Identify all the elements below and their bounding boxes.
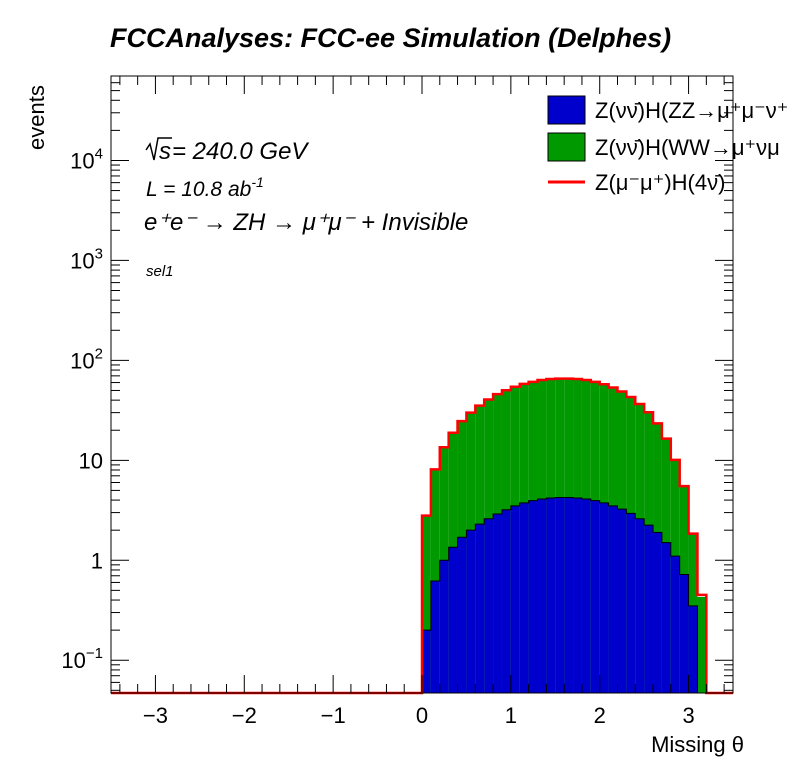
- bin-zzmu-16: [564, 497, 574, 693]
- luminosity-exponent: -1: [251, 174, 263, 190]
- bin-zzmu-24: [635, 518, 645, 693]
- x-tick-label: 2: [594, 703, 606, 728]
- mumu4nu-line: [111, 377, 733, 695]
- luminosity-main: L = 10.8 ab: [146, 178, 252, 201]
- bin-zzmu-4: [457, 537, 467, 693]
- bin-zzmu-3: [448, 547, 458, 693]
- bin-wwmu-0: [422, 515, 431, 693]
- legend: Z(νν̄)H(ZZ→μ⁺μ⁻ν⁺ Z(νν̄)H(WW→μ⁺νμ Z(μ⁻μ⁺)H…: [547, 95, 788, 195]
- y-tick-label: 1: [91, 548, 103, 573]
- legend-swatch-1: [547, 132, 586, 162]
- legend-label-0: Z(νν̄)H(ZZ→μ⁺μ⁻ν⁺: [595, 98, 788, 123]
- bin-zzmu-0: [422, 630, 431, 693]
- process-label: e⁺e⁻ → ZH → μ⁺μ⁻ + Invisible: [144, 209, 468, 236]
- bin-zzmu-28: [670, 556, 680, 693]
- x-tick-label: 1: [505, 703, 517, 728]
- selection-label: sel1: [146, 263, 174, 280]
- bin-zzmu-18: [581, 499, 591, 693]
- bin-zzmu-29: [679, 574, 689, 693]
- y-tick-label: 103: [70, 245, 103, 273]
- legend-swatch-0: [547, 95, 586, 125]
- bin-zzmu-2: [439, 560, 449, 693]
- legend-label-2: Z(μ⁻μ⁺)H(4ν̄): [595, 170, 725, 195]
- sqrt-s-value: = 240.0 GeV: [172, 138, 309, 165]
- bin-zzmu-30: [688, 605, 698, 693]
- bin-zzmu-6: [475, 524, 485, 693]
- bin-zzmu-8: [493, 514, 502, 693]
- x-axis-title: Missing θ: [651, 732, 744, 757]
- bin-zzmu-10: [510, 505, 520, 693]
- bin-zzmu-9: [501, 509, 511, 693]
- y-tick-label: 10−1: [61, 645, 103, 673]
- bin-zzmu-13: [537, 499, 547, 693]
- y-axis-title: events: [24, 85, 49, 150]
- luminosity-label: L = 10.8 ab-1: [146, 174, 264, 201]
- bin-zzmu-27: [661, 542, 671, 693]
- y-tick-label: 104: [70, 145, 103, 173]
- bin-wwmu-31: [697, 596, 707, 693]
- axes: −3 −2 −1 0 1 2 3 10−1 1 10 102 103 104: [61, 75, 734, 728]
- x-tick-label: −1: [321, 703, 346, 728]
- bin-zzmu-14: [546, 497, 556, 693]
- y-tick-label: 10: [79, 448, 103, 473]
- x-tick-label: −2: [232, 703, 257, 728]
- chart-title: FCCAnalyses: FCC-ee Simulation (Delphes): [110, 23, 671, 53]
- bin-zzmu-1: [430, 581, 440, 693]
- x-tick-label: 0: [416, 703, 428, 728]
- bin-zzmu-20: [599, 502, 609, 693]
- x-tick-label: 3: [682, 703, 694, 728]
- zzmu-outline: [111, 496, 733, 694]
- y-tick-label: 102: [70, 345, 103, 373]
- bin-zzmu-21: [608, 505, 618, 693]
- bin-zzmu-15: [555, 497, 565, 693]
- bin-zzmu-22: [617, 509, 627, 693]
- bin-zzmu-12: [528, 500, 538, 693]
- histogram-layer: [111, 377, 733, 695]
- bin-zzmu-23: [626, 513, 636, 693]
- bin-zzmu-5: [466, 530, 476, 693]
- bin-zzmu-19: [590, 500, 600, 693]
- bin-zzmu-26: [653, 532, 662, 693]
- sqrt-s-label: s = 240.0 GeV: [145, 137, 309, 165]
- sqrt-s-var: s: [159, 138, 171, 165]
- bin-zzmu-17: [573, 497, 582, 693]
- bin-zzmu-7: [484, 518, 494, 693]
- x-tick-label: −3: [143, 703, 168, 728]
- annotations: s = 240.0 GeV L = 10.8 ab-1 e⁺e⁻ → ZH → …: [144, 137, 468, 280]
- bin-zzmu-11: [519, 502, 529, 693]
- bin-zzmu-25: [644, 525, 654, 693]
- legend-label-1: Z(νν̄)H(WW→μ⁺νμ: [595, 135, 780, 160]
- sqrt-symbol: [145, 137, 172, 161]
